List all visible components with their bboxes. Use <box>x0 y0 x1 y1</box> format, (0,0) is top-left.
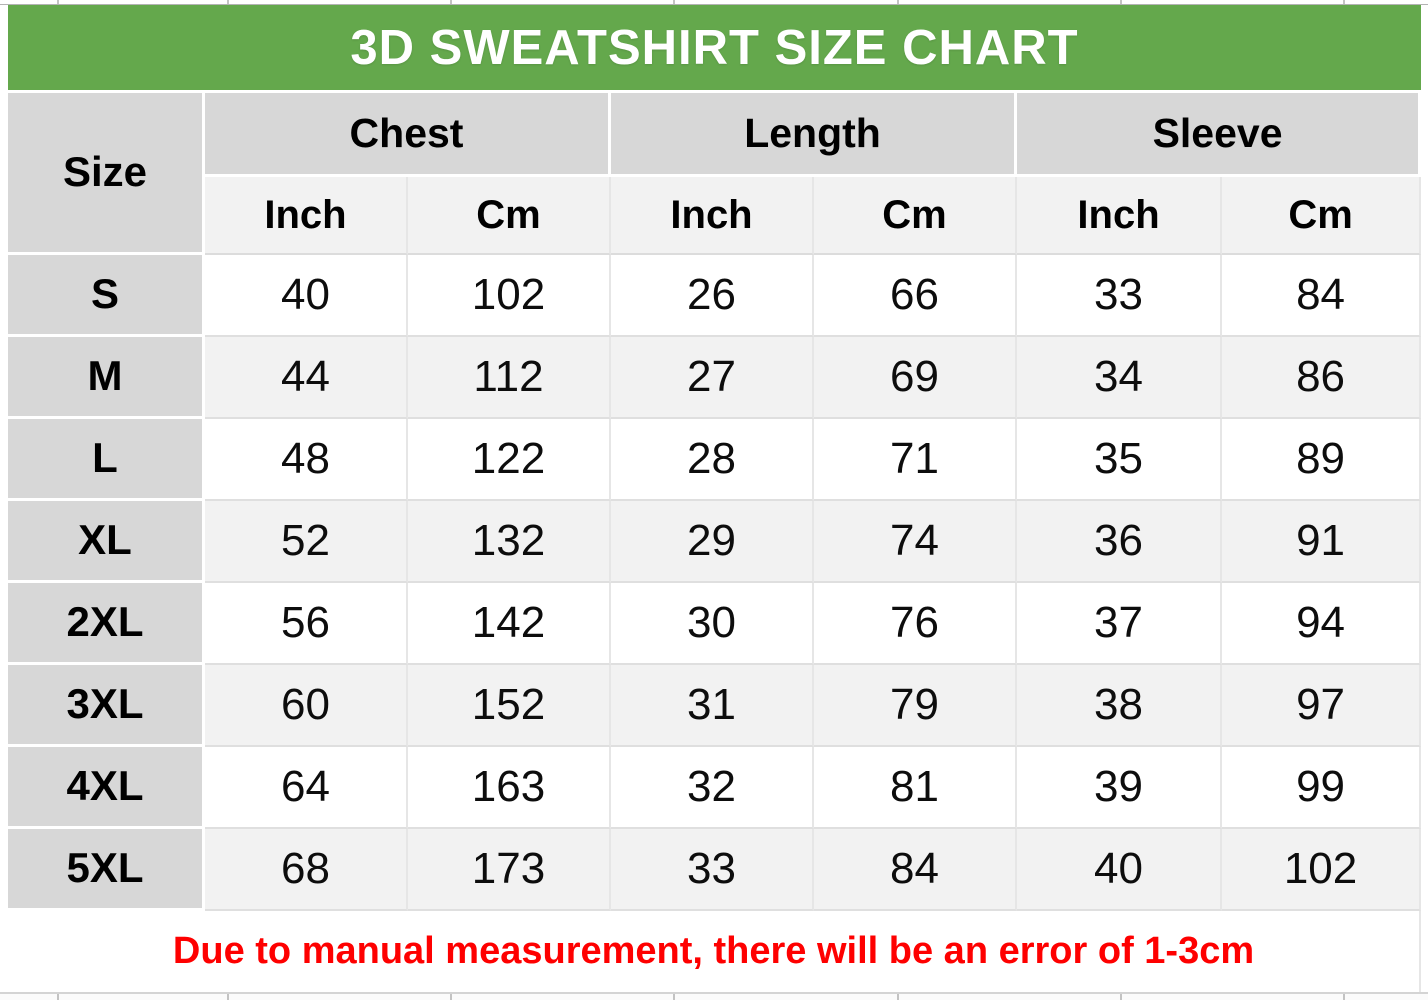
value-cell: 32 <box>611 747 815 829</box>
value-cell: 36 <box>1017 501 1223 583</box>
page-title: 3D SWEATSHIRT SIZE CHART <box>350 20 1079 75</box>
unit-header-length-cm: Cm <box>814 177 1018 255</box>
value-cell: 84 <box>1222 255 1422 337</box>
gridline-tick <box>1343 994 1345 1000</box>
unit-header-chest-cm: Cm <box>408 177 612 255</box>
value-cell: 68 <box>205 829 408 911</box>
gridline-tick <box>57 994 59 1000</box>
table-row: 4XL 64 163 32 81 39 99 <box>8 747 1422 829</box>
value-cell: 71 <box>814 419 1018 501</box>
value-cell: 81 <box>814 747 1018 829</box>
value-cell: 163 <box>408 747 612 829</box>
value-cell: 38 <box>1017 665 1223 747</box>
value-cell: 35 <box>1017 419 1223 501</box>
value-cell: 52 <box>205 501 408 583</box>
header-row-units: Inch Cm Inch Cm Inch Cm <box>8 177 1422 255</box>
value-cell: 44 <box>205 337 408 419</box>
table-row: 3XL 60 152 31 79 38 97 <box>8 665 1422 747</box>
size-cell: M <box>8 337 205 419</box>
value-cell: 142 <box>408 583 612 665</box>
value-cell: 79 <box>814 665 1018 747</box>
value-cell: 33 <box>1017 255 1223 337</box>
value-cell: 40 <box>205 255 408 337</box>
value-cell: 40 <box>1017 829 1223 911</box>
size-cell: XL <box>8 501 205 583</box>
chart-title-banner: 3D SWEATSHIRT SIZE CHART <box>8 5 1421 93</box>
value-cell: 132 <box>408 501 612 583</box>
value-cell: 34 <box>1017 337 1223 419</box>
value-cell: 60 <box>205 665 408 747</box>
header-row-groups: Size Chest Length Sleeve <box>8 93 1422 255</box>
value-cell: 99 <box>1222 747 1422 829</box>
gridline-tick <box>1120 994 1122 1000</box>
value-cell: 66 <box>814 255 1018 337</box>
value-cell: 94 <box>1222 583 1422 665</box>
table-row: XL 52 132 29 74 36 91 <box>8 501 1422 583</box>
value-cell: 76 <box>814 583 1018 665</box>
value-cell: 56 <box>205 583 408 665</box>
value-cell: 91 <box>1222 501 1422 583</box>
table-row: L 48 122 28 71 35 89 <box>8 419 1422 501</box>
column-header-chest: Chest <box>205 93 612 177</box>
size-chart-table: Size Chest Length Sleeve Inch Cm Inch Cm… <box>8 93 1422 992</box>
table-row: S 40 102 26 66 33 84 <box>8 255 1422 337</box>
value-cell: 27 <box>611 337 815 419</box>
value-cell: 33 <box>611 829 815 911</box>
gridline-tick <box>673 0 675 4</box>
value-cell: 69 <box>814 337 1018 419</box>
value-cell: 122 <box>408 419 612 501</box>
gridline-tick <box>227 994 229 1000</box>
unit-header-sleeve-cm: Cm <box>1222 177 1422 255</box>
column-header-sleeve: Sleeve <box>1017 93 1422 177</box>
gridline-tick <box>673 994 675 1000</box>
table-row: 5XL 68 173 33 84 40 102 <box>8 829 1422 911</box>
size-cell: 4XL <box>8 747 205 829</box>
gridline-tick <box>450 994 452 1000</box>
size-cell: 3XL <box>8 665 205 747</box>
value-cell: 112 <box>408 337 612 419</box>
size-cell: 2XL <box>8 583 205 665</box>
value-cell: 152 <box>408 665 612 747</box>
gridline-tick <box>227 0 229 4</box>
value-cell: 31 <box>611 665 815 747</box>
value-cell: 39 <box>1017 747 1223 829</box>
gridline-tick <box>1120 0 1122 4</box>
value-cell: 102 <box>408 255 612 337</box>
value-cell: 30 <box>611 583 815 665</box>
gridline-tick <box>897 994 899 1000</box>
value-cell: 37 <box>1017 583 1223 665</box>
column-header-length: Length <box>611 93 1018 177</box>
measurement-note: Due to manual measurement, there will be… <box>8 911 1422 992</box>
sheet: 3D SWEATSHIRT SIZE CHART Size Chest Leng… <box>8 5 1422 992</box>
value-cell: 26 <box>611 255 815 337</box>
gridline-tick <box>57 0 59 4</box>
table-row: M 44 112 27 69 34 86 <box>8 337 1422 419</box>
value-cell: 86 <box>1222 337 1422 419</box>
spreadsheet-top-strip <box>0 0 1428 5</box>
value-cell: 102 <box>1222 829 1422 911</box>
gridline-tick <box>450 0 452 4</box>
value-cell: 28 <box>611 419 815 501</box>
value-cell: 48 <box>205 419 408 501</box>
value-cell: 29 <box>611 501 815 583</box>
note-row: Due to manual measurement, there will be… <box>8 911 1422 992</box>
table-row: 2XL 56 142 30 76 37 94 <box>8 583 1422 665</box>
spreadsheet-bottom-strip <box>0 992 1428 1000</box>
size-cell: L <box>8 419 205 501</box>
value-cell: 89 <box>1222 419 1422 501</box>
value-cell: 84 <box>814 829 1018 911</box>
column-header-size: Size <box>8 93 205 255</box>
value-cell: 64 <box>205 747 408 829</box>
unit-header-length-inch: Inch <box>611 177 815 255</box>
gridline-tick <box>1343 0 1345 4</box>
unit-header-sleeve-inch: Inch <box>1017 177 1223 255</box>
value-cell: 97 <box>1222 665 1422 747</box>
size-cell: S <box>8 255 205 337</box>
gridline-tick <box>897 0 899 4</box>
size-cell: 5XL <box>8 829 205 911</box>
value-cell: 173 <box>408 829 612 911</box>
unit-header-chest-inch: Inch <box>205 177 408 255</box>
value-cell: 74 <box>814 501 1018 583</box>
